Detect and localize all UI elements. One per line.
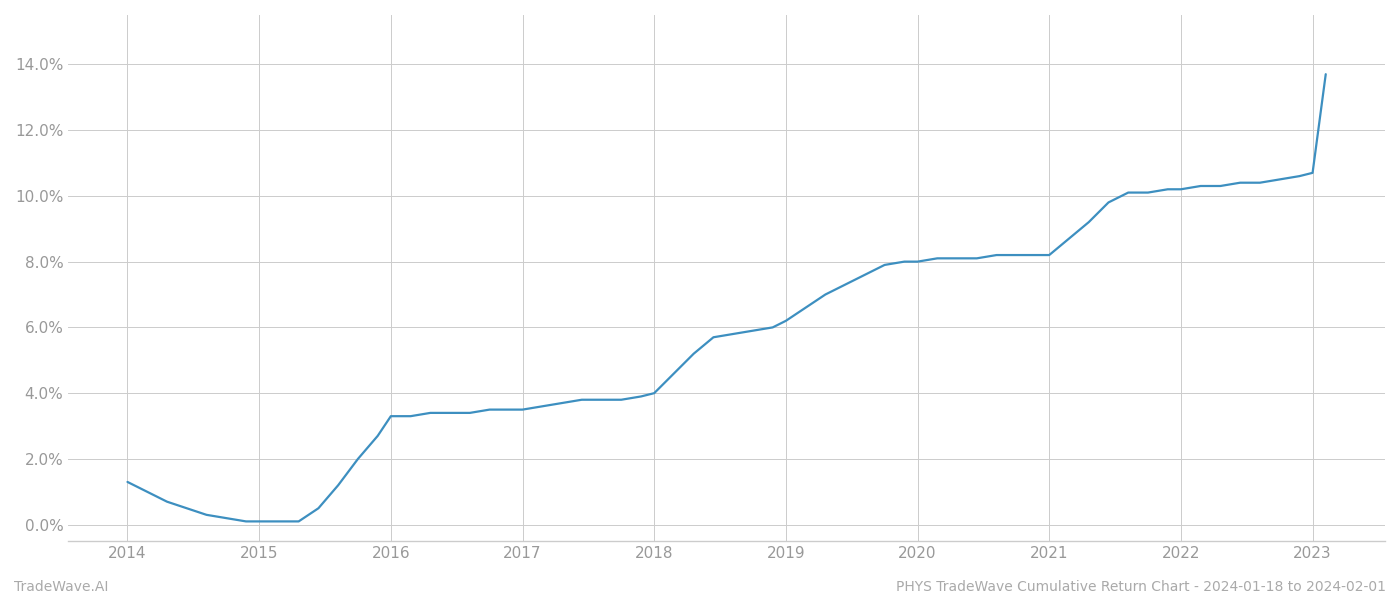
Text: PHYS TradeWave Cumulative Return Chart - 2024-01-18 to 2024-02-01: PHYS TradeWave Cumulative Return Chart -…: [896, 580, 1386, 594]
Text: TradeWave.AI: TradeWave.AI: [14, 580, 108, 594]
